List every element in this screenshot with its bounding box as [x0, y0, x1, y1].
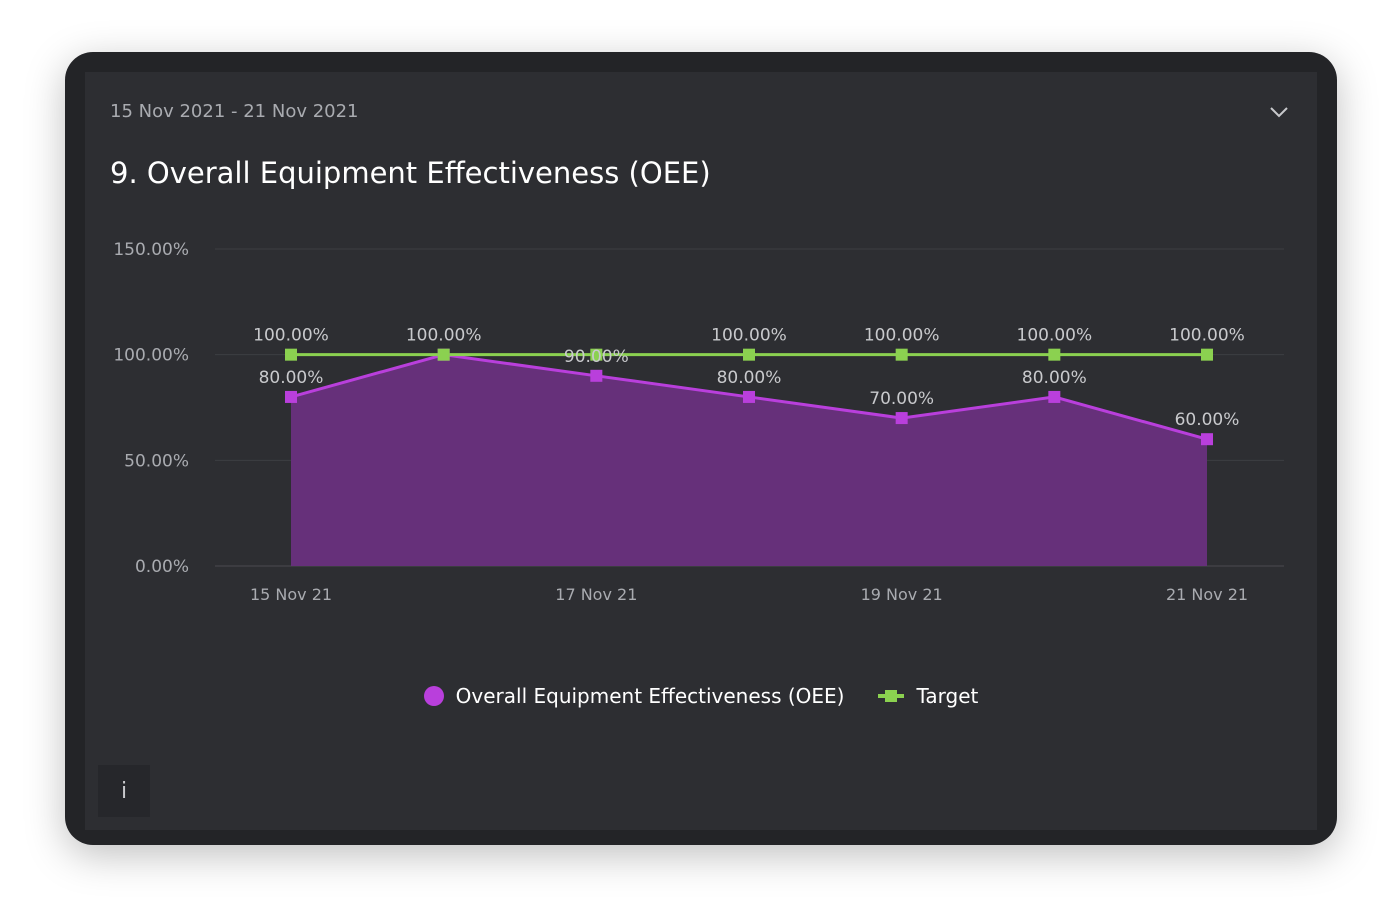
- target-data-label: 100.00%: [864, 326, 940, 346]
- target-point: [895, 348, 908, 361]
- oee-point: [590, 369, 603, 382]
- x-tick-label: 15 Nov 21: [250, 585, 332, 604]
- target-data-label: 100.00%: [1017, 326, 1093, 346]
- chart-legend: Overall Equipment Effectiveness (OEE) Ta…: [85, 684, 1317, 708]
- oee-data-label: 80.00%: [259, 368, 324, 388]
- y-tick-label: 0.00%: [135, 557, 189, 577]
- target-data-label: 100.00%: [711, 326, 787, 346]
- legend-target-marker: [878, 690, 905, 702]
- widget-frame: 15 Nov 2021 - 21 Nov 2021 9. Overall Equ…: [65, 52, 1337, 845]
- widget-title: 9. Overall Equipment Effectiveness (OEE): [110, 156, 711, 190]
- info-button[interactable]: i: [98, 765, 150, 817]
- legend-item-target[interactable]: Target: [878, 684, 978, 708]
- date-range: 15 Nov 2021 - 21 Nov 2021: [110, 101, 359, 122]
- y-tick-label: 150.00%: [113, 240, 189, 260]
- target-data-label: 100.00%: [253, 326, 329, 346]
- chevron-down-icon[interactable]: [1267, 100, 1291, 124]
- oee-data-label: 80.00%: [717, 368, 782, 388]
- oee-widget: 15 Nov 2021 - 21 Nov 2021 9. Overall Equ…: [85, 72, 1317, 830]
- oee-point: [1048, 390, 1061, 403]
- target-data-label: 100.00%: [406, 326, 482, 346]
- y-tick-label: 100.00%: [113, 346, 189, 366]
- target-point: [1201, 348, 1213, 361]
- target-point: [437, 348, 450, 361]
- legend-item-oee[interactable]: Overall Equipment Effectiveness (OEE): [423, 684, 845, 708]
- legend-oee-marker: [423, 686, 444, 706]
- x-tick-label: 21 Nov 21: [1166, 585, 1248, 604]
- x-tick-label: 19 Nov 21: [861, 585, 943, 604]
- x-tick-label: 17 Nov 21: [555, 585, 637, 604]
- target-point: [285, 348, 297, 361]
- target-data-label: 100.00%: [1169, 326, 1245, 346]
- oee-data-label: 90.00%: [564, 347, 629, 367]
- oee-data-label: 70.00%: [869, 389, 934, 409]
- target-point: [743, 348, 755, 361]
- y-tick-label: 50.00%: [124, 451, 189, 471]
- oee-chart: 0.00% 50.00% 100.00% 150.00% 15 Nov 21 17 Nov…: [113, 240, 1284, 604]
- oee-point: [743, 390, 755, 403]
- oee-point: [285, 390, 297, 403]
- target-point: [590, 348, 603, 361]
- legend-oee-label: Overall Equipment Effectiveness (OEE): [455, 684, 845, 708]
- oee-data-label: 80.00%: [1022, 368, 1087, 388]
- target-point: [1048, 348, 1061, 361]
- oee-point: [895, 412, 908, 425]
- oee-point: [1201, 433, 1213, 446]
- legend-target-label: Target: [916, 684, 979, 708]
- oee-data-label: 60.00%: [1175, 410, 1240, 430]
